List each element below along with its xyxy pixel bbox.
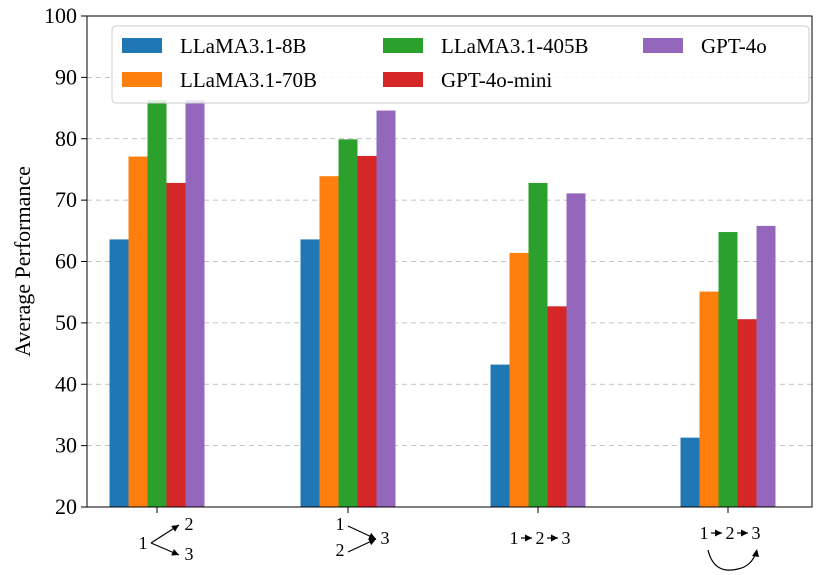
bar-llama3-1-8b-cat-2 — [300, 239, 320, 507]
legend-item: GPT-4o — [643, 34, 767, 58]
legend-item: GPT-4o-mini — [383, 68, 552, 92]
arrow-head — [715, 529, 722, 537]
bar-gpt-4o-cat-4 — [756, 225, 776, 507]
bars — [109, 100, 776, 508]
legend-item: LLaMA3.1-8B — [122, 34, 307, 58]
category-node-label: 3 — [381, 528, 390, 548]
category-node-label: 2 — [536, 528, 545, 548]
y-tick-label: 40 — [55, 371, 77, 396]
category-node-label: 1 — [700, 523, 709, 543]
bar-gpt-4o-mini-cat-1 — [166, 182, 186, 507]
y-tick-label: 90 — [55, 64, 77, 89]
legend-item: LLaMA3.1-70B — [122, 68, 317, 92]
legend-item: LLaMA3.1-405B — [383, 34, 589, 58]
bar-gpt-4o-mini-cat-3 — [547, 306, 567, 507]
category-node-label: 2 — [336, 540, 345, 560]
arrow-head — [368, 532, 376, 540]
legend-swatch — [122, 38, 162, 53]
bar-llama3-1-8b-cat-4 — [680, 437, 700, 507]
arrow-head — [368, 538, 376, 546]
bar-llama3-1-70b-cat-3 — [509, 252, 529, 507]
category-node-label: 1 — [336, 514, 345, 534]
bar-llama3-1-70b-cat-4 — [699, 291, 719, 507]
category-parallel-in: 1 2 3 — [336, 514, 390, 560]
legend-swatch — [643, 38, 683, 53]
bar-gpt-4o-mini-cat-4 — [737, 319, 757, 507]
legend: LLaMA3.1-8B LLaMA3.1-70B LLaMA3.1-405B GPT-… — [111, 25, 810, 104]
y-tick-label: 20 — [55, 494, 77, 519]
category-node-label: 3 — [752, 523, 761, 543]
legend-label: LLaMA3.1-70B — [180, 68, 317, 92]
category-node-label: 3 — [185, 544, 194, 564]
y-tick-label: 100 — [44, 3, 77, 28]
bar-llama3-1-8b-cat-3 — [490, 364, 510, 507]
category-node-label: 2 — [185, 514, 194, 534]
y-tick-label: 70 — [55, 187, 77, 212]
bar-llama3-1-8b-cat-1 — [109, 239, 129, 507]
legend-swatch — [383, 72, 423, 87]
bar-llama3-1-405b-cat-4 — [718, 232, 738, 508]
y-tick-label: 50 — [55, 310, 77, 335]
category-node-label: 3 — [562, 528, 571, 548]
bar-gpt-4o-cat-3 — [566, 193, 586, 507]
bar-gpt-4o-cat-1 — [185, 100, 205, 508]
bar-llama3-1-70b-cat-2 — [319, 176, 339, 507]
legend-label: LLaMA3.1-8B — [180, 34, 307, 58]
arrow-head — [525, 534, 532, 542]
arrow-head — [171, 549, 179, 556]
legend-label: LLaMA3.1-405B — [441, 34, 589, 58]
category-node-label: 2 — [726, 523, 735, 543]
bar-llama3-1-405b-cat-3 — [528, 182, 548, 507]
y-axis-title: Average Performance — [10, 166, 35, 357]
legend-swatch — [383, 38, 423, 53]
loop-arrow-head — [752, 549, 759, 557]
legend-label: GPT-4o — [701, 34, 767, 58]
arrow-head — [741, 529, 748, 537]
loop-curve — [707, 549, 757, 571]
y-tick-label: 30 — [55, 433, 77, 458]
y-tick-label: 80 — [55, 126, 77, 151]
category-node-label: 1 — [139, 533, 148, 553]
arrow-head — [551, 534, 558, 542]
bar-gpt-4o-cat-2 — [376, 110, 396, 507]
legend-frame — [111, 25, 810, 104]
y-axis-ticks: 20 30 40 50 60 70 80 90 100 — [44, 3, 87, 519]
legend-label: GPT-4o-mini — [441, 68, 552, 92]
bar-llama3-1-405b-cat-2 — [338, 139, 358, 507]
category-node-label: 1 — [510, 528, 519, 548]
bar-gpt-4o-mini-cat-2 — [357, 155, 377, 507]
arrow-head — [171, 525, 179, 532]
y-tick-label: 60 — [55, 249, 77, 274]
legend-swatch — [122, 72, 162, 87]
bar-llama3-1-405b-cat-1 — [147, 100, 167, 508]
category-parallel-out: 1 2 3 — [139, 514, 194, 564]
bar-llama3-1-70b-cat-1 — [128, 156, 148, 507]
